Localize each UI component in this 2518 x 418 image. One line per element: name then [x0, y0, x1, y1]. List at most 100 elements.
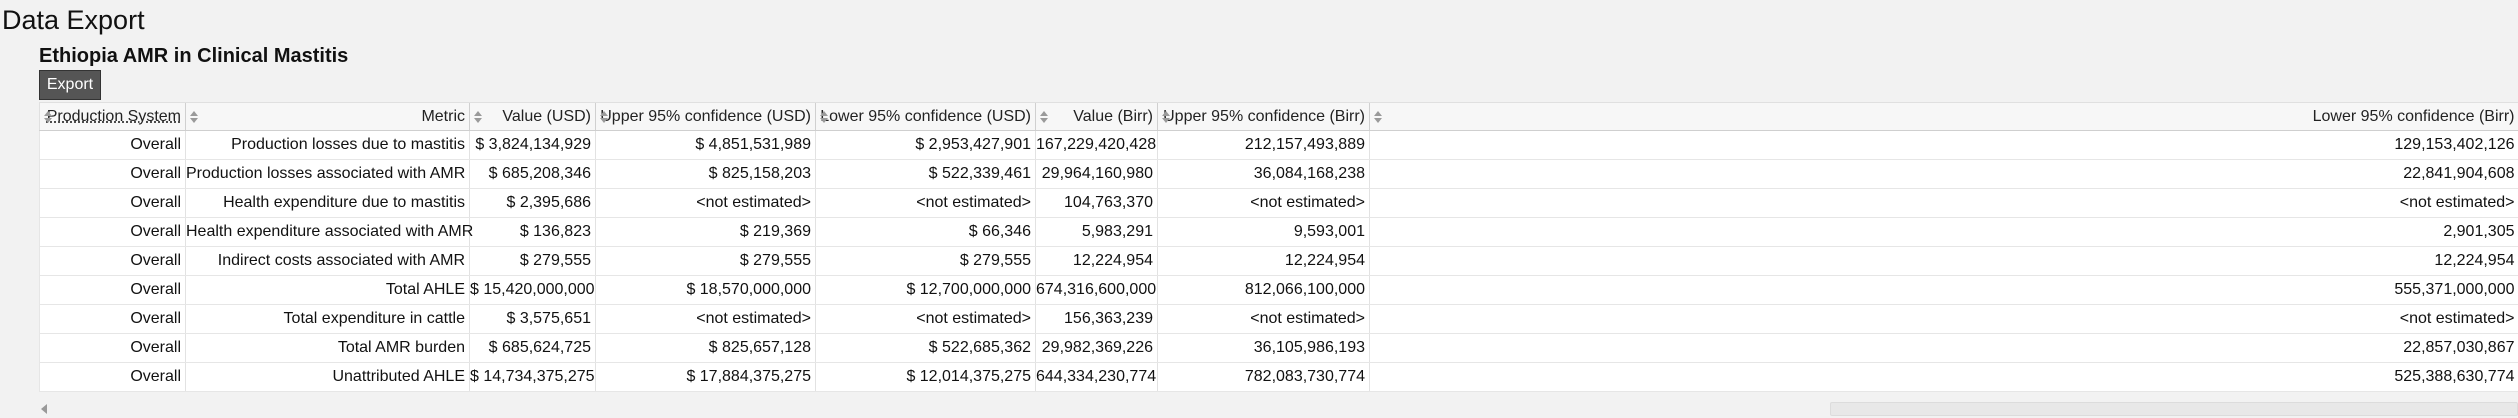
table-cell: 5,983,291 — [1035, 217, 1158, 247]
scrollbar-thumb[interactable] — [1830, 402, 2518, 416]
table-cell: $ 279,555 — [815, 246, 1036, 276]
table-cell: $ 12,700,000,000 — [815, 275, 1036, 305]
table-cell: Unattributed AHLE — [185, 362, 470, 392]
column-header-label: Upper 95% confidence (Birr) — [1163, 107, 1365, 125]
data-table-container: Production System Metric Value (USD) Upper … — [39, 102, 2518, 402]
scroll-left-arrow-icon[interactable] — [41, 404, 47, 414]
table-cell: Total AHLE — [185, 275, 470, 305]
table-cell: Overall — [39, 188, 186, 218]
sort-icon[interactable] — [820, 111, 828, 123]
column-header-upper-95-confidence-usd[interactable]: Upper 95% confidence (USD) — [595, 102, 816, 131]
data-table: Production System Metric Value (USD) Upper … — [39, 102, 2518, 392]
table-cell: $ 3,575,651 — [469, 304, 596, 334]
table-cell: 22,841,904,608 — [1369, 159, 2518, 189]
table-subtitle: Ethiopia AMR in Clinical Mastitis — [39, 45, 349, 67]
table-cell: 2,901,305 — [1369, 217, 2518, 247]
table-cell: Indirect costs associated with AMR — [185, 246, 470, 276]
table-cell: 36,084,168,238 — [1157, 159, 1370, 189]
table-cell: $ 685,208,346 — [469, 159, 596, 189]
table-cell: $ 14,734,375,275 — [469, 362, 596, 392]
column-header-metric[interactable]: Metric — [185, 102, 470, 131]
table-cell: 644,334,230,774 — [1035, 362, 1158, 392]
column-header-label: Value (USD) — [502, 107, 591, 125]
table-header-row: Production System Metric Value (USD) Upper … — [39, 102, 2518, 131]
table-cell: $ 18,570,000,000 — [595, 275, 816, 305]
table-row: Overall Health expenditure due to mastiti… — [39, 188, 2518, 218]
horizontal-scrollbar[interactable] — [39, 400, 1839, 416]
table-row: Overall Unattributed AHLE $ 14,734,375,275… — [39, 362, 2518, 392]
table-cell: Total expenditure in cattle — [185, 304, 470, 334]
column-header-label: Upper 95% confidence (USD) — [600, 107, 811, 125]
table-cell: 525,388,630,774 — [1369, 362, 2518, 392]
table-cell: Overall — [39, 304, 186, 334]
table-cell: 22,857,030,867 — [1369, 333, 2518, 363]
table-cell: 129,153,402,126 — [1369, 130, 2518, 160]
export-button[interactable]: Export — [39, 70, 101, 100]
table-cell: 12,224,954 — [1157, 246, 1370, 276]
table-row: Overall Total AMR burden $ 685,624,725 $ 82… — [39, 333, 2518, 363]
table-cell: $ 66,346 — [815, 217, 1036, 247]
table-cell: <not estimated> — [595, 304, 816, 334]
sort-icon[interactable] — [474, 111, 482, 123]
column-header-label: Lower 95% confidence (Birr) — [2312, 107, 2515, 125]
table-cell: $ 522,685,362 — [815, 333, 1036, 363]
sort-icon[interactable] — [1374, 111, 1382, 123]
column-header-label: Value (Birr) — [1073, 107, 1153, 125]
table-cell: $ 2,953,427,901 — [815, 130, 1036, 160]
sort-icon[interactable] — [1040, 111, 1048, 123]
table-cell: $ 279,555 — [595, 246, 816, 276]
table-cell: Production losses due to mastitis — [185, 130, 470, 160]
table-cell: $ 825,158,203 — [595, 159, 816, 189]
table-cell: 9,593,001 — [1157, 217, 1370, 247]
table-row: Overall Indirect costs associated with AM… — [39, 246, 2518, 276]
table-cell: 36,105,986,193 — [1157, 333, 1370, 363]
column-header-label: Production System — [46, 107, 181, 125]
table-cell: <not estimated> — [1369, 188, 2518, 218]
table-cell: 12,224,954 — [1035, 246, 1158, 276]
table-cell: $ 17,884,375,275 — [595, 362, 816, 392]
table-cell: Overall — [39, 275, 186, 305]
table-cell: $ 685,624,725 — [469, 333, 596, 363]
table-cell: Health expenditure due to mastitis — [185, 188, 470, 218]
table-cell: <not estimated> — [1157, 304, 1370, 334]
column-header-value-usd[interactable]: Value (USD) — [469, 102, 596, 131]
table-cell: $ 4,851,531,989 — [595, 130, 816, 160]
table-cell: <not estimated> — [595, 188, 816, 218]
table-cell: Total AMR burden — [185, 333, 470, 363]
sort-icon[interactable] — [600, 111, 608, 123]
table-cell: $ 2,395,686 — [469, 188, 596, 218]
column-header-lower-95-confidence-birr[interactable]: Lower 95% confidence (Birr) — [1369, 102, 2518, 131]
table-cell: 555,371,000,000 — [1369, 275, 2518, 305]
table-cell: $ 12,014,375,275 — [815, 362, 1036, 392]
table-cell: $ 3,824,134,929 — [469, 130, 596, 160]
table-cell: $ 825,657,128 — [595, 333, 816, 363]
table-cell: <not estimated> — [1157, 188, 1370, 218]
table-row: Overall Total AHLE $ 15,420,000,000 $ 18,57… — [39, 275, 2518, 305]
table-cell: Health expenditure associated with AMR — [185, 217, 473, 247]
table-cell: $ 15,420,000,000 — [469, 275, 596, 305]
column-header-upper-95-confidence-birr[interactable]: Upper 95% confidence (Birr) — [1157, 102, 1370, 131]
column-header-label: Metric — [421, 107, 465, 125]
table-row: Overall Health expenditure associated wit… — [39, 217, 2518, 247]
table-cell: 12,224,954 — [1369, 246, 2518, 276]
table-cell: Overall — [39, 217, 186, 247]
sort-icon[interactable] — [44, 111, 52, 123]
table-cell: <not estimated> — [815, 304, 1036, 334]
table-cell: 29,964,160,980 — [1035, 159, 1158, 189]
table-cell: <not estimated> — [1369, 304, 2518, 334]
table-cell: Overall — [39, 333, 186, 363]
table-cell: $ 136,823 — [469, 217, 596, 247]
table-row: Overall Total expenditure in cattle $ 3,57… — [39, 304, 2518, 334]
sort-icon[interactable] — [1162, 111, 1170, 123]
table-cell: Overall — [39, 130, 186, 160]
table-body: Overall Production losses due to mastitis… — [39, 130, 2518, 392]
table-cell: 29,982,369,226 — [1035, 333, 1158, 363]
sort-icon[interactable] — [190, 111, 198, 123]
column-header-value-birr[interactable]: Value (Birr) — [1035, 102, 1158, 131]
table-cell: Overall — [39, 362, 186, 392]
table-cell: Overall — [39, 246, 186, 276]
column-header-lower-95-confidence-usd[interactable]: Lower 95% confidence (USD) — [815, 102, 1036, 131]
table-cell: Overall — [39, 159, 186, 189]
table-row: Overall Production losses due to mastitis… — [39, 130, 2518, 160]
column-header-production-system[interactable]: Production System — [39, 102, 186, 131]
